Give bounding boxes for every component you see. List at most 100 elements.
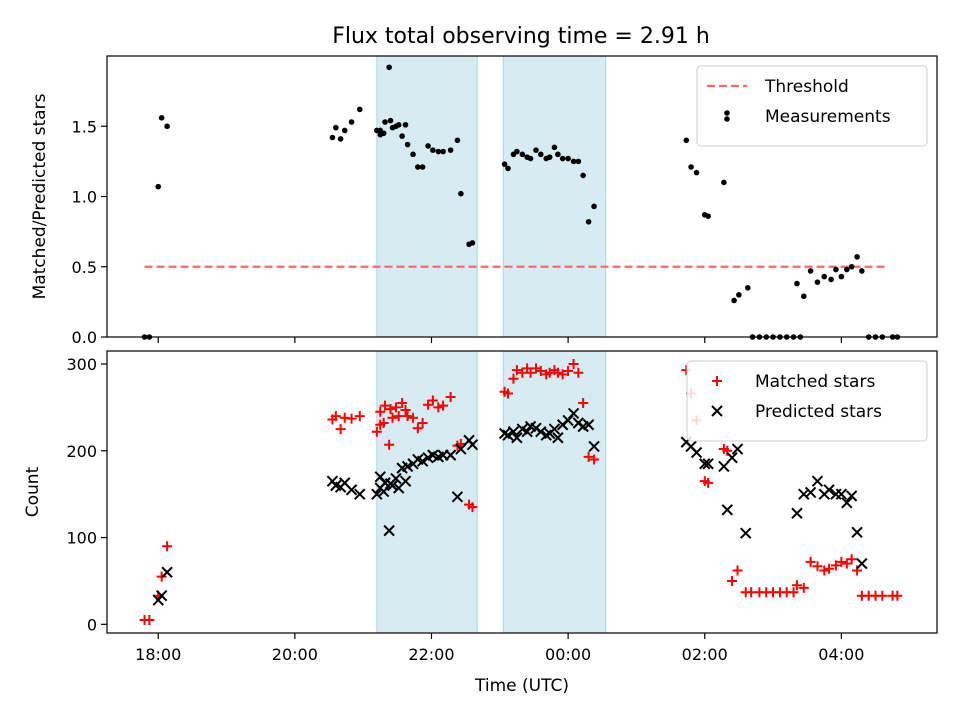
measurement-point [559,155,566,162]
matched-star-point [892,590,903,601]
measurement-point [387,117,394,124]
legend-label: Measurements [765,107,891,127]
matched-star-point [830,560,841,571]
matched-star-point [375,406,386,417]
matched-star-point [583,451,594,462]
predicted-star-point [740,527,752,539]
predicted-star-point [155,589,168,602]
predicted-star-point [498,427,511,440]
measurement-point [415,164,421,170]
legend-label: Threshold [764,77,849,97]
matched-star-point [508,373,519,384]
legend-predicted-swatch [711,405,723,417]
y-tick-label: 0.0 [72,328,97,347]
measurement-point [527,155,534,162]
predicted-star-point [811,475,824,487]
matched-star-point [423,399,434,410]
predicted-star-point [718,460,730,473]
observing-window-band [502,350,607,634]
x-tick-label: 20:00 [272,645,318,664]
measurement-point [440,148,446,155]
figure-title: Flux total observing time = 2.91 h [332,24,710,49]
matched-star-point [557,369,568,380]
predicted-star-point [845,490,858,502]
measurement-point [404,141,411,148]
matched-star-point [330,411,341,422]
measurement-point [705,213,711,219]
measurement-point [821,273,828,280]
x-tick-label: 04:00 [818,645,864,664]
matched-star-point [791,580,802,591]
matched-star-point [467,502,478,513]
predicted-star-point [548,423,561,435]
measurement-point [430,147,436,153]
predicted-star-point [161,566,173,578]
predicted-star-point [540,429,552,441]
measurement-point [828,276,834,283]
measurement-point [683,137,690,144]
predicted-star-point [702,458,714,470]
measurement-point [833,266,839,273]
measurement-point [164,123,170,130]
predicted-star-point [383,524,395,537]
measurement-point [435,148,442,155]
measurement-point [356,106,363,113]
measurement-point [800,293,807,300]
measurement-point [580,172,586,179]
matched-star-point [400,405,411,416]
y-tick-label: 1.0 [72,188,97,207]
matched-star-point [525,367,536,378]
predicted-star-point [354,488,366,500]
matched-star-point [563,365,574,376]
predicted-star-point [507,425,520,438]
predicted-star-point [798,488,810,500]
matched-star-point [535,365,546,376]
predicted-star-point [535,425,547,438]
predicted-star-point [390,472,402,485]
predicted-star-point [699,458,711,470]
matched-star-point [798,582,809,593]
matched-star-point [727,575,738,586]
ratio-panel: 0.0 0.5 1.0 1.5 Matched/Predicted stars Thres… [30,55,938,347]
measurement-point [546,154,553,160]
observing-window-band [376,55,478,338]
predicted-star-point [521,425,533,438]
matched-star-point [397,398,408,409]
legend-measurement-swatch [724,116,730,122]
matched-star-point [346,413,357,424]
x-tick-label: 02:00 [682,645,728,664]
matched-star-point [354,411,365,422]
measurement-point [337,136,344,142]
predicted-star-point [562,414,574,427]
matched-star-point [552,367,563,378]
measurement-point [585,218,592,225]
measurement-point [736,292,742,298]
matched-star-point [433,402,444,413]
matched-star-point [387,412,398,423]
matched-star-point [144,614,155,625]
measurement-point [333,124,339,131]
predicted-star-point [451,491,464,503]
predicted-star-point [726,452,738,464]
measurement-point [454,137,461,144]
matched-star-point [417,418,428,429]
predicted-star-point [835,488,848,500]
predicted-star-point [690,446,703,459]
y-axis-label: Matched/Predicted stars [30,93,50,299]
predicted-star-point [588,440,600,453]
measurement-point [419,164,426,170]
measurement-point [591,203,597,210]
predicted-star-point [721,504,733,516]
measurement-point [807,268,814,274]
matched-star-point [824,563,835,574]
matched-star-point [384,439,395,450]
matched-star-point [380,400,391,411]
measurement-point [844,266,850,273]
matched-star-point [836,556,847,567]
matched-star-point [445,391,456,402]
matched-star-point [568,359,579,370]
predicted-star-point [416,455,429,467]
x-tick-label: 18:00 [135,645,181,664]
y-axis-label: Count [23,466,43,517]
y-tick-label: 300 [66,355,97,374]
